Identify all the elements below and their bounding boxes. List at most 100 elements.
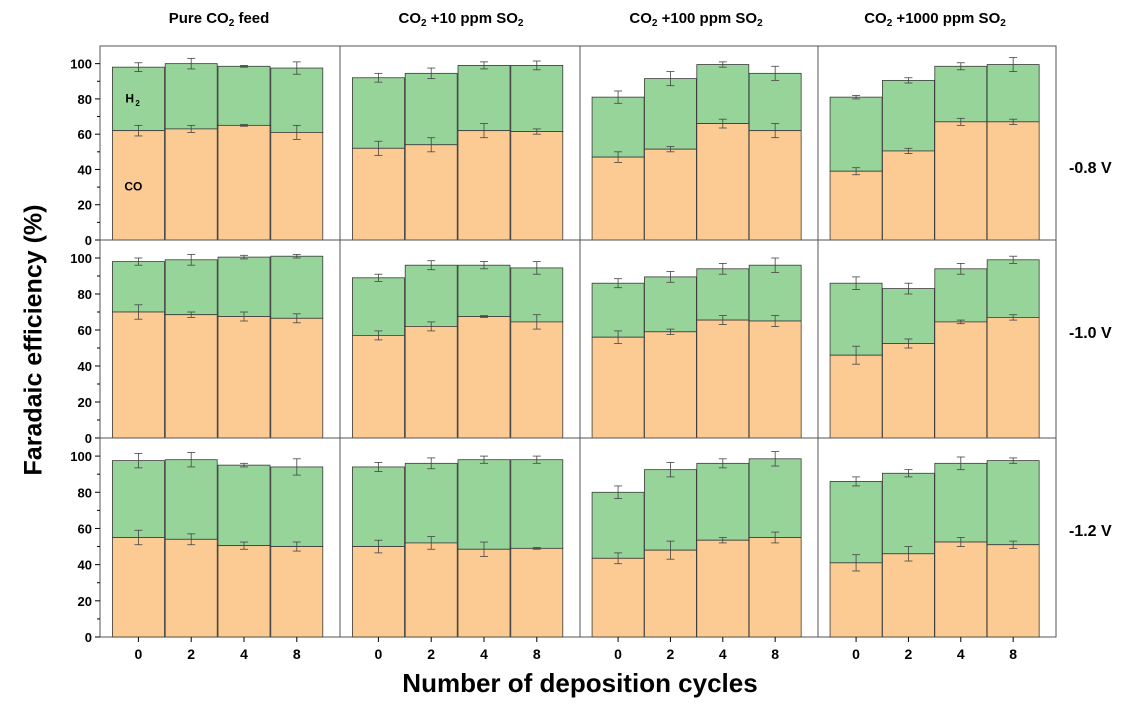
- bar-h2: [217, 65, 271, 126]
- y-tick-label: 60: [78, 521, 92, 536]
- x-tick-label: 2: [427, 646, 435, 662]
- bar-co: [934, 121, 988, 241]
- bar-co: [934, 541, 988, 638]
- x-tick-label: 8: [533, 646, 541, 662]
- bar-co: [986, 316, 1040, 439]
- bar-h2: [882, 288, 935, 344]
- x-tick-label: 8: [1009, 646, 1017, 662]
- bar-h2: [164, 259, 218, 316]
- bar-h2: [591, 282, 645, 338]
- bar-co: [404, 325, 458, 439]
- y-tick-label: 100: [70, 449, 92, 464]
- bar-h2: [748, 458, 802, 538]
- bar-h2: [351, 277, 405, 336]
- bar-co: [696, 319, 750, 439]
- bar-co: [748, 130, 802, 241]
- bar-co: [217, 545, 271, 638]
- bar-h2: [404, 264, 458, 327]
- bar-co: [829, 354, 883, 439]
- x-tick-label: 4: [719, 646, 727, 662]
- bar-co: [112, 311, 165, 439]
- x-tick-label: 0: [614, 646, 622, 662]
- bar-co: [829, 562, 883, 638]
- bar-h2: [217, 256, 271, 317]
- x-tick-label: 8: [293, 646, 301, 662]
- bar-h2: [510, 267, 564, 323]
- bar-h2: [748, 264, 802, 322]
- bar-h2: [882, 79, 935, 152]
- bar-co: [882, 150, 935, 241]
- y-tick-label: 80: [78, 287, 92, 302]
- bar-h2: [696, 64, 750, 124]
- bar-h2: [164, 459, 218, 540]
- bar-co: [404, 144, 458, 241]
- bar-co: [591, 156, 645, 241]
- bar-h2: [404, 72, 458, 146]
- x-tick-label: 4: [240, 646, 248, 662]
- column-title-100ppm: CO2 +100 ppm SO2: [629, 10, 763, 29]
- bar-co: [404, 542, 458, 638]
- bar-co: [748, 320, 802, 439]
- bar-h2: [986, 259, 1040, 318]
- y-tick-label: 0: [85, 233, 92, 248]
- bar-h2: [404, 462, 458, 544]
- bar-co: [217, 316, 271, 439]
- bar-co: [351, 334, 405, 439]
- bar-co: [644, 331, 697, 439]
- bar-h2: [644, 469, 697, 551]
- x-tick-label: 2: [905, 646, 913, 662]
- bar-h2: [934, 65, 988, 123]
- bar-co: [986, 121, 1040, 241]
- x-tick-label: 4: [957, 646, 965, 662]
- bar-h2: [351, 77, 405, 149]
- bar-h2: [457, 65, 511, 132]
- bar-co: [644, 549, 697, 638]
- bar-co: [748, 537, 802, 638]
- bar-co: [112, 537, 165, 638]
- bar-co: [164, 314, 218, 439]
- bar-h2: [510, 65, 564, 132]
- bar-h2: [217, 464, 271, 547]
- y-tick-label: 100: [70, 251, 92, 266]
- bar-co: [270, 132, 324, 241]
- bar-co: [164, 538, 218, 638]
- bar-h2: [591, 96, 645, 158]
- bar-h2: [986, 460, 1040, 546]
- bar-co: [270, 546, 324, 638]
- bar-co: [164, 128, 218, 241]
- bar-h2: [882, 472, 935, 555]
- bar-h2: [112, 66, 165, 132]
- y-tick-label: 0: [85, 630, 92, 645]
- bar-co: [351, 147, 405, 241]
- bar-co: [457, 548, 511, 638]
- row-label-0.8v: -0.8 V: [1069, 160, 1112, 177]
- bar-co: [882, 343, 935, 439]
- bar-h2: [112, 460, 165, 538]
- bar-co: [934, 321, 988, 439]
- bar-h2: [457, 459, 511, 550]
- x-tick-label: 4: [480, 646, 488, 662]
- x-tick-label: 2: [187, 646, 195, 662]
- row-label-1.2v: -1.2 V: [1069, 523, 1112, 540]
- bar-h2: [748, 72, 802, 132]
- bar-co: [510, 321, 564, 439]
- bar-co: [270, 317, 324, 439]
- bar-h2: [696, 462, 750, 541]
- bar-h2: [829, 481, 883, 564]
- bar-h2: [351, 466, 405, 547]
- bar-h2: [644, 276, 697, 333]
- annotation-h2: H: [125, 91, 134, 105]
- bar-h2: [644, 78, 697, 150]
- bar-co: [457, 316, 511, 439]
- bar-h2: [934, 462, 988, 543]
- bar-co: [986, 544, 1040, 638]
- bar-h2: [829, 96, 883, 172]
- bar-h2: [986, 64, 1040, 123]
- bar-co: [457, 130, 511, 241]
- y-tick-label: 100: [70, 57, 92, 72]
- x-axis-label: Number of deposition cycles: [402, 668, 758, 698]
- bar-co: [217, 124, 271, 241]
- y-tick-label: 60: [78, 323, 92, 338]
